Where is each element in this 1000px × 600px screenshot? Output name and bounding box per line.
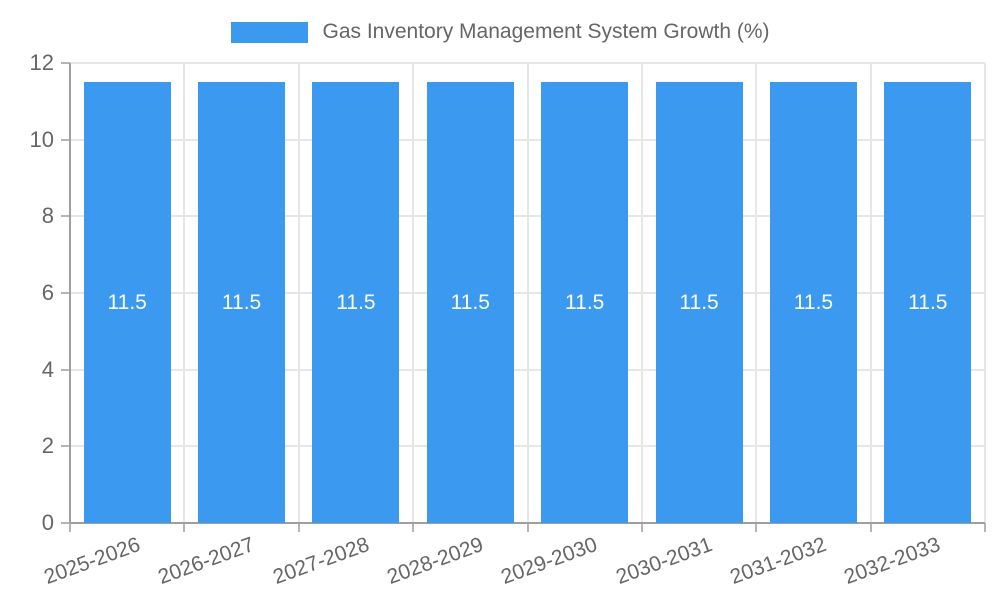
legend-swatch-icon <box>230 21 308 43</box>
legend-label: Gas Inventory Management System Growth (… <box>322 20 770 43</box>
bar <box>884 82 972 523</box>
x-tick-mark <box>183 523 185 532</box>
bar <box>83 82 171 523</box>
x-axis-tick-label: 2032-2033 <box>841 533 944 589</box>
y-axis-tick-label: 4 <box>41 357 54 382</box>
y-tick-mark <box>61 522 70 524</box>
bar <box>655 82 743 523</box>
y-axis-line <box>69 63 71 523</box>
x-axis-tick-label: 2030-2031 <box>612 533 715 589</box>
bar-value-label: 11.5 <box>336 290 376 314</box>
x-tick-mark <box>641 523 643 532</box>
y-tick-mark <box>61 139 70 141</box>
bar-value-label: 11.5 <box>679 290 719 314</box>
y-tick-mark <box>61 62 70 64</box>
x-gridline <box>755 63 757 523</box>
x-axis-line <box>70 522 985 524</box>
x-tick-mark <box>412 523 414 532</box>
bar <box>312 82 400 523</box>
x-axis-tick-label: 2031-2032 <box>727 533 830 589</box>
y-axis-tick-label: 6 <box>41 280 54 305</box>
x-gridline <box>641 63 643 523</box>
y-axis-tick-label: 12 <box>29 50 54 75</box>
x-axis-tick-label: 2027-2028 <box>269 533 372 589</box>
y-tick-mark <box>61 215 70 217</box>
y-axis-tick-label: 0 <box>41 510 54 535</box>
x-axis-tick-label: 2025-2026 <box>40 533 144 589</box>
x-axis-tick-label: 2029-2030 <box>498 533 601 589</box>
x-tick-mark <box>984 523 986 532</box>
bar-value-label: 11.5 <box>908 290 948 314</box>
bar-value-label: 11.5 <box>221 290 262 314</box>
bar <box>198 82 286 523</box>
x-tick-mark <box>755 523 757 532</box>
bar-value-label: 11.5 <box>565 290 605 314</box>
y-axis-tick-label: 10 <box>29 127 54 152</box>
x-axis-tick-label: 2028-2029 <box>383 533 487 589</box>
x-tick-mark <box>69 523 71 532</box>
chart-legend: Gas Inventory Management System Growth (… <box>0 20 1000 44</box>
y-axis-tick-label: 2 <box>41 433 54 458</box>
bar-value-label: 11.5 <box>450 290 490 314</box>
bar <box>426 82 514 523</box>
x-axis-tick-label: 2026-2027 <box>155 533 258 589</box>
x-gridline <box>412 63 414 523</box>
x-gridline <box>527 63 529 523</box>
x-tick-mark <box>298 523 300 532</box>
y-tick-mark <box>61 445 70 447</box>
y-tick-mark <box>61 369 70 371</box>
y-tick-mark <box>61 292 70 294</box>
bar <box>541 82 629 523</box>
x-gridline <box>183 63 185 523</box>
x-tick-mark <box>527 523 529 532</box>
x-gridline <box>298 63 300 523</box>
bar <box>769 82 857 523</box>
x-gridline <box>870 63 872 523</box>
x-gridline <box>984 63 986 523</box>
x-tick-mark <box>870 523 872 532</box>
y-axis-tick-label: 8 <box>41 203 54 228</box>
bar-value-label: 11.5 <box>793 290 834 314</box>
legend-item[interactable]: Gas Inventory Management System Growth (… <box>230 20 770 44</box>
bar-value-label: 11.5 <box>107 290 147 314</box>
